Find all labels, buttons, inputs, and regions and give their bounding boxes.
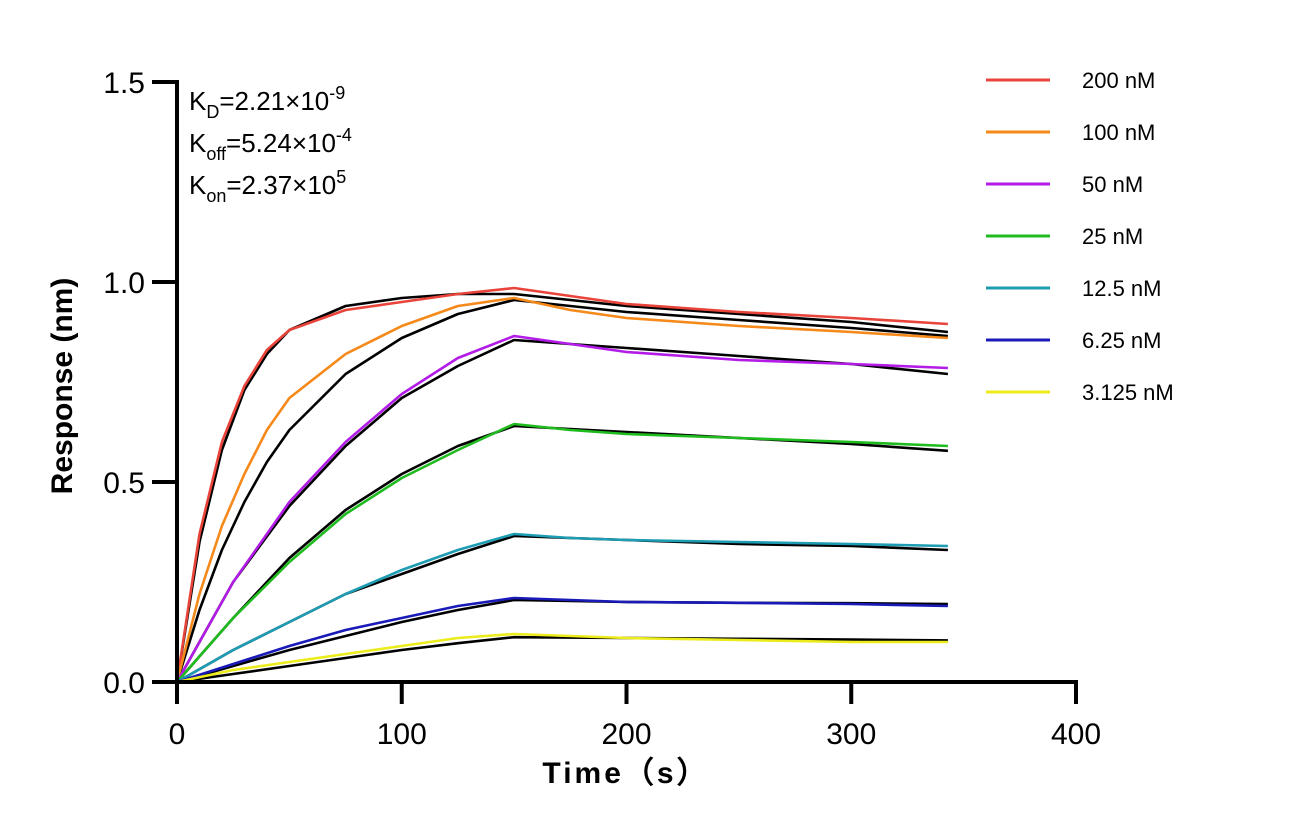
series-line — [176, 532, 948, 684]
series-line — [175, 334, 948, 683]
legend-label: 200 nM — [1082, 68, 1155, 93]
kinetic-constant-label: Koff=5.24×10-4 — [189, 125, 352, 164]
x-axis-title: Time（s） — [542, 756, 709, 790]
series-lines — [175, 286, 948, 684]
x-tick-label: 200 — [601, 718, 651, 751]
series-line — [175, 286, 948, 683]
legend: 200 nM 100 nM 50 nM 25 nM 12.5 nM 6.25 nM 3.12… — [986, 68, 1174, 405]
series-line — [176, 596, 948, 684]
fit-line — [175, 338, 949, 683]
y-tick-label: 1.0 — [103, 267, 145, 300]
legend-label: 50 nM — [1082, 172, 1143, 197]
x-axis-ticks: 0 100 200 300 400 — [169, 682, 1101, 751]
fit-line — [176, 424, 948, 683]
x-tick-label: 100 — [377, 718, 427, 751]
legend-label: 100 nM — [1082, 120, 1155, 145]
y-axis-ticks: 0.0 0.5 1.0 1.5 — [103, 67, 177, 700]
series-line — [176, 422, 948, 683]
fit-line — [176, 635, 948, 684]
y-axis-title: Response (nm) — [46, 278, 79, 495]
legend-label: 3.125 nM — [1082, 380, 1174, 405]
legend-label: 12.5 nM — [1082, 276, 1162, 301]
series-line — [176, 632, 948, 684]
y-tick-label: 0.0 — [103, 667, 145, 700]
fit-line — [175, 292, 949, 683]
series-line — [175, 296, 948, 683]
fit-line — [175, 298, 949, 683]
x-tick-label: 300 — [826, 718, 876, 751]
y-tick-label: 0.5 — [103, 467, 145, 500]
x-tick-label: 400 — [1051, 718, 1101, 751]
kinetic-constant-label: Kon=2.37×105 — [189, 167, 346, 206]
y-tick-label: 1.5 — [103, 67, 145, 100]
kinetic-constant-label: KD=2.21×10-9 — [189, 83, 345, 122]
legend-label: 6.25 nM — [1082, 328, 1162, 353]
legend-label: 25 nM — [1082, 224, 1143, 249]
fit-lines — [175, 292, 949, 684]
x-tick-label: 0 — [169, 718, 186, 751]
